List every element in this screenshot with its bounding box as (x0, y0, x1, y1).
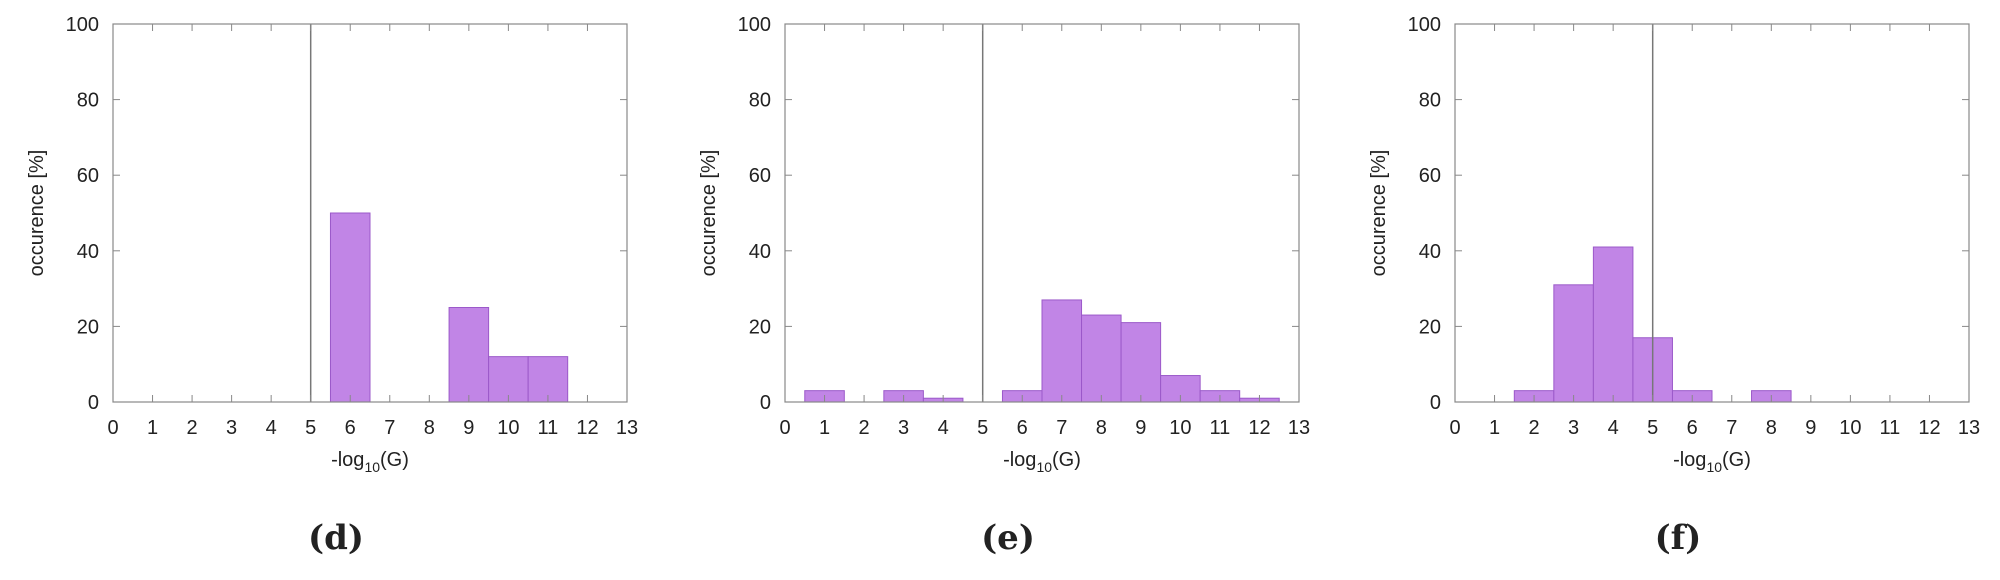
plot-frame (784, 23, 1300, 403)
y-tick-label: 20 (1419, 316, 1441, 338)
y-tick-label: 100 (1408, 14, 1441, 36)
x-tick-label: 13 (1288, 417, 1310, 439)
x-tick-label: 13 (1958, 417, 1980, 439)
bar-5 (1081, 314, 1122, 403)
y-tick-label: 0 (1430, 392, 1441, 414)
y-tick-label: 80 (77, 90, 99, 112)
caption-d: (d) (308, 518, 364, 558)
caption-e: (e) (981, 518, 1035, 558)
x-tick-label: 3 (1568, 417, 1579, 439)
y-tick-label: 100 (66, 14, 99, 36)
chart-panel-e: 0 1 2 3 4 5 6 7 8 9 10 11 12 13020406080100-log10(G)o… (698, 14, 1310, 475)
x-tick-label: 8 (1766, 417, 1777, 439)
x-tick-label: 13 (616, 417, 638, 439)
y-tick-label: 80 (749, 90, 771, 112)
x-tick-label: 6 (345, 417, 356, 439)
x-tick-label: 8 (424, 417, 435, 439)
x-tick-label: 2 (1529, 417, 1540, 439)
x-tick-label: 3 (226, 417, 237, 439)
x-tick-label: 5 (305, 417, 316, 439)
x-tick-label: 7 (384, 417, 395, 439)
chart-panel-f: 0 1 2 3 4 5 6 7 8 9 10 11 12 13020406080100-log10(G)o… (1368, 14, 1980, 475)
x-tick-label: 0 (107, 417, 118, 439)
y-tick-label: 100 (738, 14, 771, 36)
x-tick-label: 2 (859, 417, 870, 439)
bar-1 (1553, 284, 1594, 403)
y-axis-label: occurence [%] (1368, 150, 1390, 277)
bar-1 (448, 307, 490, 403)
x-axis-label: -log10(G) (1673, 449, 1751, 475)
x-axis-label: -log10(G) (1003, 449, 1081, 475)
x-tick-label: 5 (1647, 417, 1658, 439)
y-tick-label: 80 (1419, 90, 1441, 112)
y-tick-label: 60 (1419, 165, 1441, 187)
x-tick-label: 4 (1608, 417, 1619, 439)
y-tick-label: 20 (77, 316, 99, 338)
y-axis-label: occurence [%] (698, 150, 720, 277)
x-tick-label: 11 (538, 417, 559, 439)
bar-2 (488, 356, 529, 403)
x-tick-label: 12 (576, 417, 598, 439)
x-tick-label: 8 (1096, 417, 1107, 439)
x-tick-label: 6 (1017, 417, 1028, 439)
bar-4 (1041, 299, 1083, 403)
x-tick-label: 11 (1880, 417, 1901, 439)
y-tick-label: 40 (749, 241, 771, 263)
bar-2 (1592, 246, 1634, 403)
y-tick-label: 0 (760, 392, 771, 414)
x-tick-label: 12 (1248, 417, 1270, 439)
x-tick-label: 4 (266, 417, 277, 439)
y-tick-label: 60 (77, 165, 99, 187)
x-tick-label: 5 (977, 417, 988, 439)
x-tick-label: 10 (1839, 417, 1861, 439)
y-tick-label: 40 (1419, 241, 1441, 263)
y-tick-label: 0 (88, 392, 99, 414)
x-tick-label: 9 (463, 417, 474, 439)
plot-frame (112, 23, 628, 403)
y-axis-label: occurence [%] (26, 150, 48, 277)
x-tick-label: 9 (1805, 417, 1816, 439)
x-tick-label: 1 (147, 417, 158, 439)
caption-f: (f) (1654, 518, 1702, 558)
x-axis-label: -log10(G) (331, 449, 409, 475)
x-tick-label: 1 (819, 417, 830, 439)
x-tick-label: 2 (187, 417, 198, 439)
y-tick-label: 20 (749, 316, 771, 338)
x-tick-label: 11 (1210, 417, 1231, 439)
x-tick-label: 9 (1135, 417, 1146, 439)
y-tick-label: 60 (749, 165, 771, 187)
x-tick-label: 12 (1918, 417, 1940, 439)
x-tick-label: 0 (779, 417, 790, 439)
x-tick-label: 10 (1169, 417, 1191, 439)
x-tick-label: 1 (1489, 417, 1500, 439)
x-tick-label: 7 (1726, 417, 1737, 439)
x-tick-label: 4 (938, 417, 949, 439)
bar-3 (527, 356, 569, 403)
bar-0 (329, 212, 371, 403)
x-tick-label: 0 (1449, 417, 1460, 439)
x-tick-label: 3 (898, 417, 909, 439)
x-tick-label: 7 (1056, 417, 1067, 439)
y-tick-label: 40 (77, 241, 99, 263)
x-tick-label: 6 (1687, 417, 1698, 439)
chart-panel-d: 0 1 2 3 4 5 6 7 8 9 10 11 12 13020406080100-log10(G)o… (26, 14, 638, 475)
x-tick-label: 10 (497, 417, 519, 439)
bar-6 (1120, 322, 1162, 403)
plot-frame (1454, 23, 1970, 403)
